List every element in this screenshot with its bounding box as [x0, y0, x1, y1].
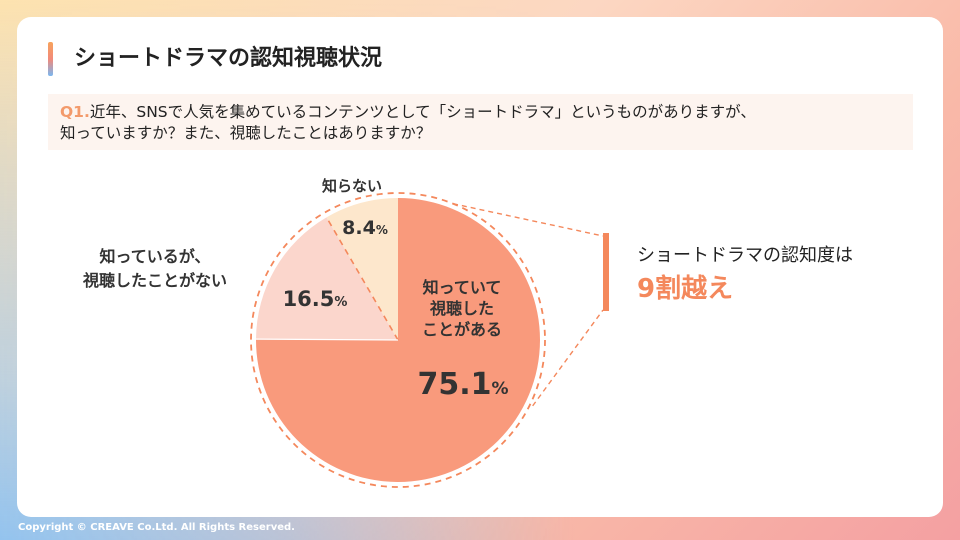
pie-divider-dashed: [325, 216, 399, 341]
slice-3-value: 8.4%: [342, 217, 388, 239]
conclusion-accent-bar: [603, 233, 609, 311]
slice-3-label-line-1: 知らない: [322, 177, 382, 195]
pie-slice-3: [326, 198, 398, 340]
slice-1-label-line-1: 知っていて: [423, 278, 502, 297]
slice-2-label-line-1: 知っているが、: [100, 247, 211, 266]
slide-title: ショートドラマの認知視聴状況: [74, 46, 383, 71]
slice-1-label-line-3: ことがある: [422, 320, 502, 339]
question-number: Q1.: [60, 103, 90, 121]
slice-1-value: 75.1%: [417, 367, 508, 402]
slice-1-label-line-2: 視聴した: [429, 299, 494, 318]
title-accent-bar: [48, 42, 53, 76]
callout-line-top: [452, 203, 604, 237]
question-text-2: 知っていますか？また、視聴したことはありますか？: [60, 124, 432, 142]
question-text-1: 近年、SNSで人気を集めているコンテンツとして「ショートドラマ」というものがあり…: [89, 103, 756, 121]
pie-slice-2: [256, 217, 398, 340]
slice-2-label-line-2: 視聴したことがない: [82, 271, 227, 290]
question-box: Q1.近年、SNSで人気を集めているコンテンツとして「ショートドラマ」というもの…: [48, 94, 913, 150]
question-line-1: Q1.近年、SNSで人気を集めているコンテンツとして「ショートドラマ」というもの…: [60, 102, 901, 123]
callout-line-bottom: [532, 309, 604, 407]
slice-2-value: 16.5%: [283, 287, 348, 311]
pie-divider-solid: [255, 338, 399, 341]
copyright-footer: Copyright © CREAVE Co.Ltd. All Rights Re…: [18, 522, 295, 533]
pie-outer-dashed-ring: [250, 192, 546, 488]
conclusion-text: ショートドラマの認知度は: [637, 245, 853, 266]
conclusion-highlight: 9割越え: [637, 274, 734, 304]
